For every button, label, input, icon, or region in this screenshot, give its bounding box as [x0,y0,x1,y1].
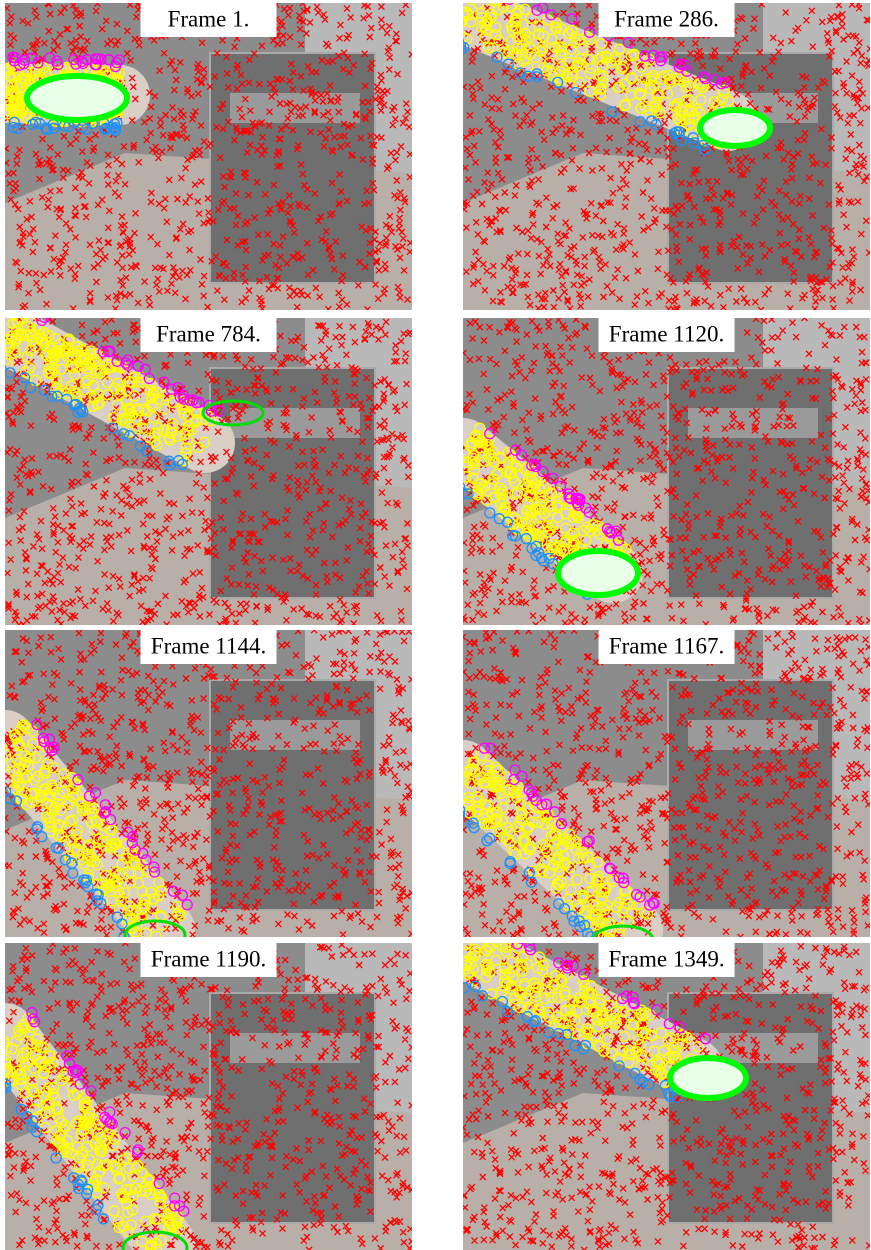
caption: Frame 1167. [609,633,724,658]
caption: Frame 1. [168,6,250,31]
frame-panel: Frame 1120. [463,318,870,625]
caption: Frame 1190. [151,946,266,971]
object [27,76,127,120]
book [210,53,375,283]
object [700,110,770,146]
figure: Frame 1. Frame 286. Frame 784. Frame 1120. F… [0,0,871,1250]
caption: Frame 784. [156,321,261,346]
object [558,551,638,595]
book [668,368,833,598]
frame-panel: Frame 1. [5,3,412,310]
caption: Frame 1144. [151,633,266,658]
caption: Frame 286. [614,6,719,31]
caption: Frame 1349. [608,946,724,971]
book-title [230,1033,360,1063]
caption: Frame 1120. [609,321,724,346]
frame-panel: Frame 1144. [5,630,412,937]
object [670,1058,746,1098]
book [668,993,833,1223]
frame-panel: Frame 286. [463,3,870,310]
frame-panel: Frame 784. [5,318,412,625]
frame-panel: Frame 1349. [463,943,870,1250]
frame-panel: Frame 1190. [5,943,412,1250]
frame-panel: Frame 1167. [463,630,870,937]
